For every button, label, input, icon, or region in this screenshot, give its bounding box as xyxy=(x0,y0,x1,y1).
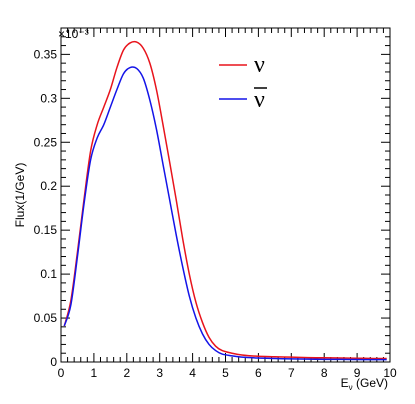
legend: ν ν xyxy=(219,52,267,113)
x-tick-label: 1 xyxy=(91,366,98,380)
y-axis-title: Flux(1/GeV) xyxy=(13,163,27,228)
x-tick-label: 7 xyxy=(288,366,295,380)
legend-label-antinu: ν xyxy=(254,87,265,113)
series-line-nu xyxy=(63,40,387,360)
legend-label-nu: ν xyxy=(254,52,265,78)
x-axis-ticks: 0 1 2 3 4 5 6 7 8 9 10 xyxy=(58,28,397,380)
series-line-antinu xyxy=(63,66,387,361)
y-tick-label: 0.3 xyxy=(40,91,57,105)
x-tick-label: 2 xyxy=(123,366,130,380)
x-tick-label: 4 xyxy=(189,366,196,380)
x-tick-label: 9 xyxy=(354,366,361,380)
y-tick-label: 0.25 xyxy=(34,135,58,149)
y-tick-label: 0.05 xyxy=(34,311,58,325)
x-tick-label: 3 xyxy=(156,366,163,380)
y-tick-label: 0.35 xyxy=(34,47,58,61)
plot-frame xyxy=(60,27,391,363)
y-tick-label: 0 xyxy=(50,355,57,369)
y-exponent-label: ×10⁻³ xyxy=(58,27,89,41)
x-tick-label: 5 xyxy=(222,366,229,380)
x-tick-label: 8 xyxy=(321,366,328,380)
y-axis-ticks: 0 0.05 0.1 0.15 0.2 0.25 0.3 0.35 xyxy=(34,27,390,369)
series-layer xyxy=(63,40,387,361)
y-tick-label: 0.2 xyxy=(40,179,57,193)
x-tick-label: 6 xyxy=(255,366,262,380)
x-axis-title: Eν (GeV) xyxy=(341,376,388,392)
y-tick-label: 0.1 xyxy=(40,267,57,281)
x-tick-label: 0 xyxy=(58,366,65,380)
x-tick-label: 10 xyxy=(383,366,397,380)
y-tick-label: 0.15 xyxy=(34,223,58,237)
